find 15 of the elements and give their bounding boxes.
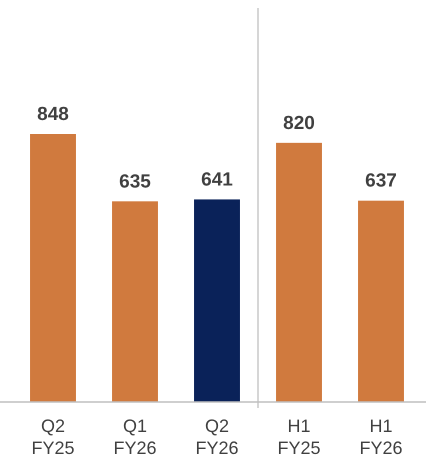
x-tick-label: Q2 FY26 xyxy=(195,416,239,458)
data-label: 820 xyxy=(283,112,315,134)
data-label: 848 xyxy=(37,104,69,125)
data-label: 637 xyxy=(365,170,397,192)
bar xyxy=(276,142,322,402)
x-tick-label: Q1 FY26 xyxy=(113,416,157,458)
x-tick-label: Q2 FY25 xyxy=(31,416,75,458)
bar xyxy=(358,200,404,402)
data-label: 641 xyxy=(201,169,234,190)
bar xyxy=(30,134,76,402)
x-tick-label: H1 FY26 xyxy=(359,416,403,458)
bar xyxy=(194,199,240,402)
bar xyxy=(112,201,158,402)
x-tick-label: H1 FY25 xyxy=(277,416,321,458)
data-label: 635 xyxy=(119,171,152,192)
